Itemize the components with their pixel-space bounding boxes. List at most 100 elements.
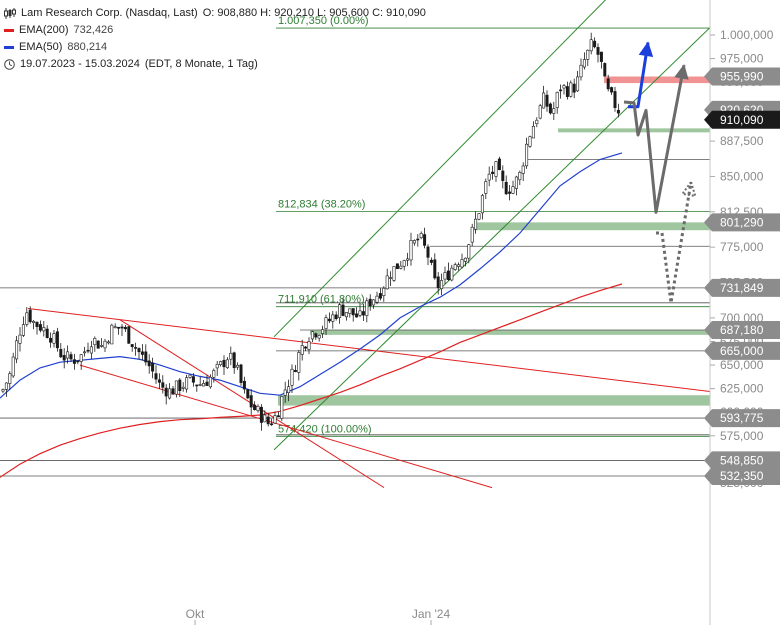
price-badge [704, 278, 780, 297]
candle-up [480, 195, 484, 214]
candle-up [42, 327, 46, 332]
candle-up [514, 176, 518, 189]
ema200-value: 732,426 [73, 24, 114, 36]
candle-up [399, 265, 403, 269]
y-axis-tick-label: 1.000,000 [720, 28, 774, 42]
candle-down [249, 395, 253, 408]
candle-down [610, 87, 614, 93]
candle-up [586, 49, 590, 60]
ema50-value: 880,214 [67, 41, 108, 53]
candle-up [511, 186, 515, 194]
candle-up [402, 260, 406, 267]
candle-down [62, 355, 66, 361]
forecast-arrowhead [680, 179, 697, 198]
candle-up [202, 383, 206, 387]
candle-down [351, 308, 355, 316]
candle-down [195, 384, 199, 387]
candle-up [188, 374, 192, 378]
candle-up [474, 218, 478, 230]
candle-up [457, 264, 461, 267]
candle-up [443, 272, 447, 280]
candle-up [406, 258, 410, 261]
candle-down [334, 314, 338, 319]
chart-legend: Lam Research Corp. (Nasdaq, Last) O: 908… [4, 5, 426, 73]
y-axis-tick-label: 775,000 [720, 240, 764, 254]
candle-up [198, 384, 202, 386]
candle-down [144, 351, 148, 363]
price-badge [704, 451, 780, 470]
trend-channel-line [27, 308, 710, 392]
candle-up [470, 226, 474, 243]
price-badge-label: 593,775 [720, 411, 764, 425]
candle-up [484, 181, 488, 194]
candle-down [426, 246, 430, 258]
candle-down [253, 404, 257, 411]
ohlc-values: O: 908,880 H: 920,210 L: 905,600 C: 910,… [202, 7, 426, 19]
fibonacci-label: 711,910 (61.80%) [278, 294, 365, 306]
candle-up [21, 324, 25, 336]
candle-up [280, 396, 284, 419]
candle-down [171, 388, 175, 395]
candle-down [596, 47, 600, 55]
candle-down [395, 263, 399, 270]
candle-down [127, 326, 131, 344]
candle-up [300, 345, 304, 355]
candle-down [423, 234, 427, 246]
candle-down [222, 359, 226, 368]
bullish-forecast-arrow [628, 42, 650, 109]
candle-down [147, 360, 151, 367]
candle-down [491, 171, 495, 174]
fibonacci-label: 812,834 (38.20%) [278, 198, 365, 210]
candle-down [368, 298, 372, 307]
candle-up [225, 359, 229, 368]
candle-up [392, 266, 396, 281]
scenario-forecast-arrow [623, 64, 686, 214]
candle-down [117, 326, 121, 329]
candle-up [450, 267, 454, 281]
price-badge-label: 801,290 [720, 215, 764, 229]
candle-up [562, 85, 566, 89]
candle-down [593, 40, 597, 48]
candle-up [525, 143, 529, 167]
candle-down [178, 379, 182, 391]
candle-up [542, 92, 546, 109]
ema200-line [0, 283, 623, 478]
legend-ema200-row: EMA(200) 732,426 [4, 22, 426, 39]
candle-up [93, 338, 97, 346]
candle-up [321, 329, 325, 334]
candle-up [358, 310, 362, 316]
candle-up [66, 351, 70, 359]
y-axis-tick-label: 650,000 [720, 358, 764, 372]
candle-down [616, 109, 620, 114]
candle-down [239, 364, 243, 383]
candle-down [120, 326, 124, 329]
candle-down [378, 293, 382, 299]
y-axis-tick-label: 850,000 [720, 169, 764, 183]
candle-up [460, 259, 464, 268]
candle-up [389, 277, 393, 279]
candle-up [569, 82, 573, 97]
candle-down [504, 181, 508, 195]
candle-up [4, 382, 8, 390]
candle-up [317, 335, 321, 339]
candle-up [15, 340, 19, 360]
candle-down [266, 416, 270, 425]
price-badge-label: 687,180 [720, 323, 764, 337]
candle-up [412, 240, 416, 244]
candle-up [103, 340, 107, 349]
candle-down [293, 370, 297, 373]
candle-down [327, 318, 331, 322]
candle-up [440, 280, 444, 290]
candle-down [140, 351, 144, 355]
candle-up [310, 331, 314, 340]
candle-up [582, 59, 586, 68]
candle-down [28, 309, 32, 323]
candle-down [361, 311, 365, 316]
candle-down [154, 373, 158, 380]
candle-up [338, 304, 342, 318]
candle-down [314, 333, 318, 338]
legend-period-row: 19.07.2023 - 15.03.2024 (EDT, 8 Monate, … [4, 56, 426, 73]
candle-up [229, 352, 233, 360]
candle-down [572, 83, 576, 93]
